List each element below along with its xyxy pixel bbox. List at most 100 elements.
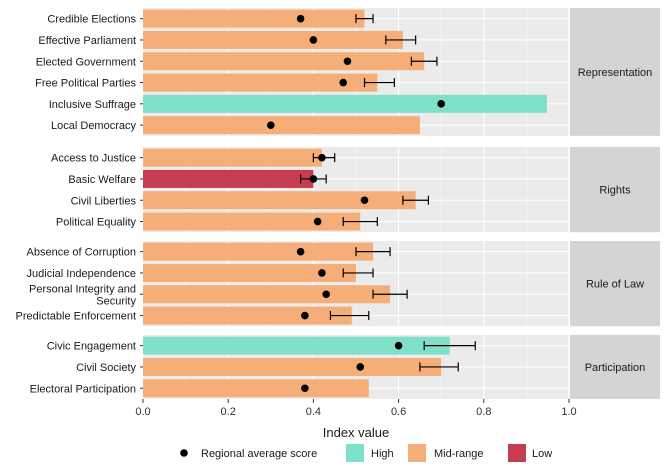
bar <box>143 9 365 28</box>
facet-strip <box>570 241 660 327</box>
category-label: Predictable Enforcement <box>16 311 136 323</box>
bar <box>143 73 378 92</box>
x-axis: 0.0 0.2 0.4 0.6 0.8 1.0 <box>135 398 577 418</box>
bar-row: Predictable Enforcement <box>16 306 569 325</box>
category-label: Electoral Participation <box>30 383 136 395</box>
regional-average-point <box>360 196 369 205</box>
legend-label: High <box>371 448 394 460</box>
regional-average-point <box>394 341 403 350</box>
regional-average-point <box>309 175 318 183</box>
regional-average-point <box>267 121 275 129</box>
panel-rule-of-law: Absence of Corruption Judicial Independen… <box>16 241 660 327</box>
category-label: Local Democracy <box>51 120 136 132</box>
regional-average-point <box>356 363 365 371</box>
bar <box>143 379 369 398</box>
x-axis-title: Index value <box>323 425 390 440</box>
facet-strip <box>570 335 660 399</box>
facet-strip-label: Rule of Law <box>586 279 644 291</box>
regional-average-point <box>339 78 348 87</box>
chart-panels: Credible Elections Effective Parliament El… <box>16 8 660 399</box>
bar-row: Civic Engagement <box>47 336 569 355</box>
legend-label: Mid-range <box>434 448 484 460</box>
legend-key-high <box>346 444 364 462</box>
regional-average-point <box>318 269 326 277</box>
x-tick-label: 0.4 <box>306 406 321 418</box>
bar-row: Effective Parliament <box>38 30 569 49</box>
bar <box>143 336 450 355</box>
regional-average-point <box>309 36 318 44</box>
bar-row: Electoral Participation <box>30 379 569 398</box>
bar <box>143 357 442 376</box>
bar <box>143 94 547 113</box>
facet-strip-label: Participation <box>585 362 646 374</box>
legend-point-label: Regional average score <box>201 448 317 460</box>
category-label: Civil Society <box>76 362 136 374</box>
bar <box>143 285 391 304</box>
bar <box>143 169 314 188</box>
x-tick-label: 1.0 <box>561 406 576 418</box>
bar <box>143 242 374 261</box>
category-label: Political Equality <box>56 217 137 229</box>
category-label: Civil Liberties <box>71 195 137 207</box>
facet-strip <box>570 147 660 233</box>
category-label: Absence of Corruption <box>27 247 136 259</box>
bar-row: Free Political Parties <box>35 73 569 92</box>
regional-average-point <box>313 217 322 226</box>
x-tick-label: 0.6 <box>391 406 406 418</box>
bar <box>143 116 420 135</box>
category-label: Civic Engagement <box>47 341 136 353</box>
category-label: Effective Parliament <box>38 35 136 47</box>
x-tick-label: 0.8 <box>476 406 491 418</box>
facet-strip-label: Representation <box>578 67 653 79</box>
legend-label: Low <box>532 448 552 460</box>
bar-row: Credible Elections <box>47 9 569 28</box>
bar-row: Personal Integrity and Security <box>29 283 569 307</box>
x-tick-label: 0.2 <box>221 406 236 418</box>
category-label: Access to Justice <box>51 153 136 165</box>
legend: Regional average score High Mid-range Low <box>180 444 552 462</box>
category-label-line: Personal Integrity and <box>29 283 136 295</box>
category-label: Credible Elections <box>47 14 136 26</box>
facet-strip <box>570 8 660 136</box>
x-tick-label: 0.0 <box>135 406 150 418</box>
regional-average-point <box>343 57 352 66</box>
regional-average-point <box>301 311 309 320</box>
panel-rights: Access to Justice Basic Welfare Civil Libe… <box>51 147 660 233</box>
category-label: Free Political Parties <box>35 78 136 90</box>
regional-average-point <box>296 247 305 256</box>
regional-average-point <box>296 14 305 23</box>
category-label: Personal Integrity and Security <box>29 283 137 307</box>
bar <box>143 212 361 231</box>
bar <box>143 30 403 49</box>
bar-row: Absence of Corruption <box>27 242 569 261</box>
regional-average-point <box>301 384 309 393</box>
bar-row: Inclusive Suffrage <box>49 94 569 113</box>
regional-average-point <box>322 290 330 299</box>
bar <box>143 306 352 325</box>
bar-row: Access to Justice <box>51 148 569 167</box>
bar-row: Elected Government <box>36 52 569 71</box>
panel-participation: Civic Engagement Civil Society Electoral P… <box>30 335 660 399</box>
category-label-line: Security <box>96 295 136 307</box>
legend-key-low <box>508 444 526 462</box>
facet-strip-label: Rights <box>599 185 631 197</box>
regional-average-point <box>318 153 326 162</box>
bar <box>143 52 425 71</box>
panel-representation: Credible Elections Effective Parliament El… <box>35 8 660 136</box>
category-label: Elected Government <box>36 56 136 68</box>
bar-row: Civil Society <box>76 357 569 376</box>
bar-row: Judicial Independence <box>27 263 569 282</box>
bar <box>143 148 322 167</box>
bar-row: Basic Welfare <box>68 169 569 188</box>
bar-row: Local Democracy <box>51 116 569 135</box>
category-label: Judicial Independence <box>27 268 136 280</box>
bar <box>143 191 416 210</box>
regional-average-point <box>437 100 446 108</box>
bar-row: Political Equality <box>56 212 569 231</box>
category-label: Inclusive Suffrage <box>49 99 136 111</box>
bar-row: Civil Liberties <box>71 191 569 210</box>
bar <box>143 263 356 282</box>
legend-point-key <box>180 449 188 457</box>
category-label: Basic Welfare <box>68 174 136 186</box>
